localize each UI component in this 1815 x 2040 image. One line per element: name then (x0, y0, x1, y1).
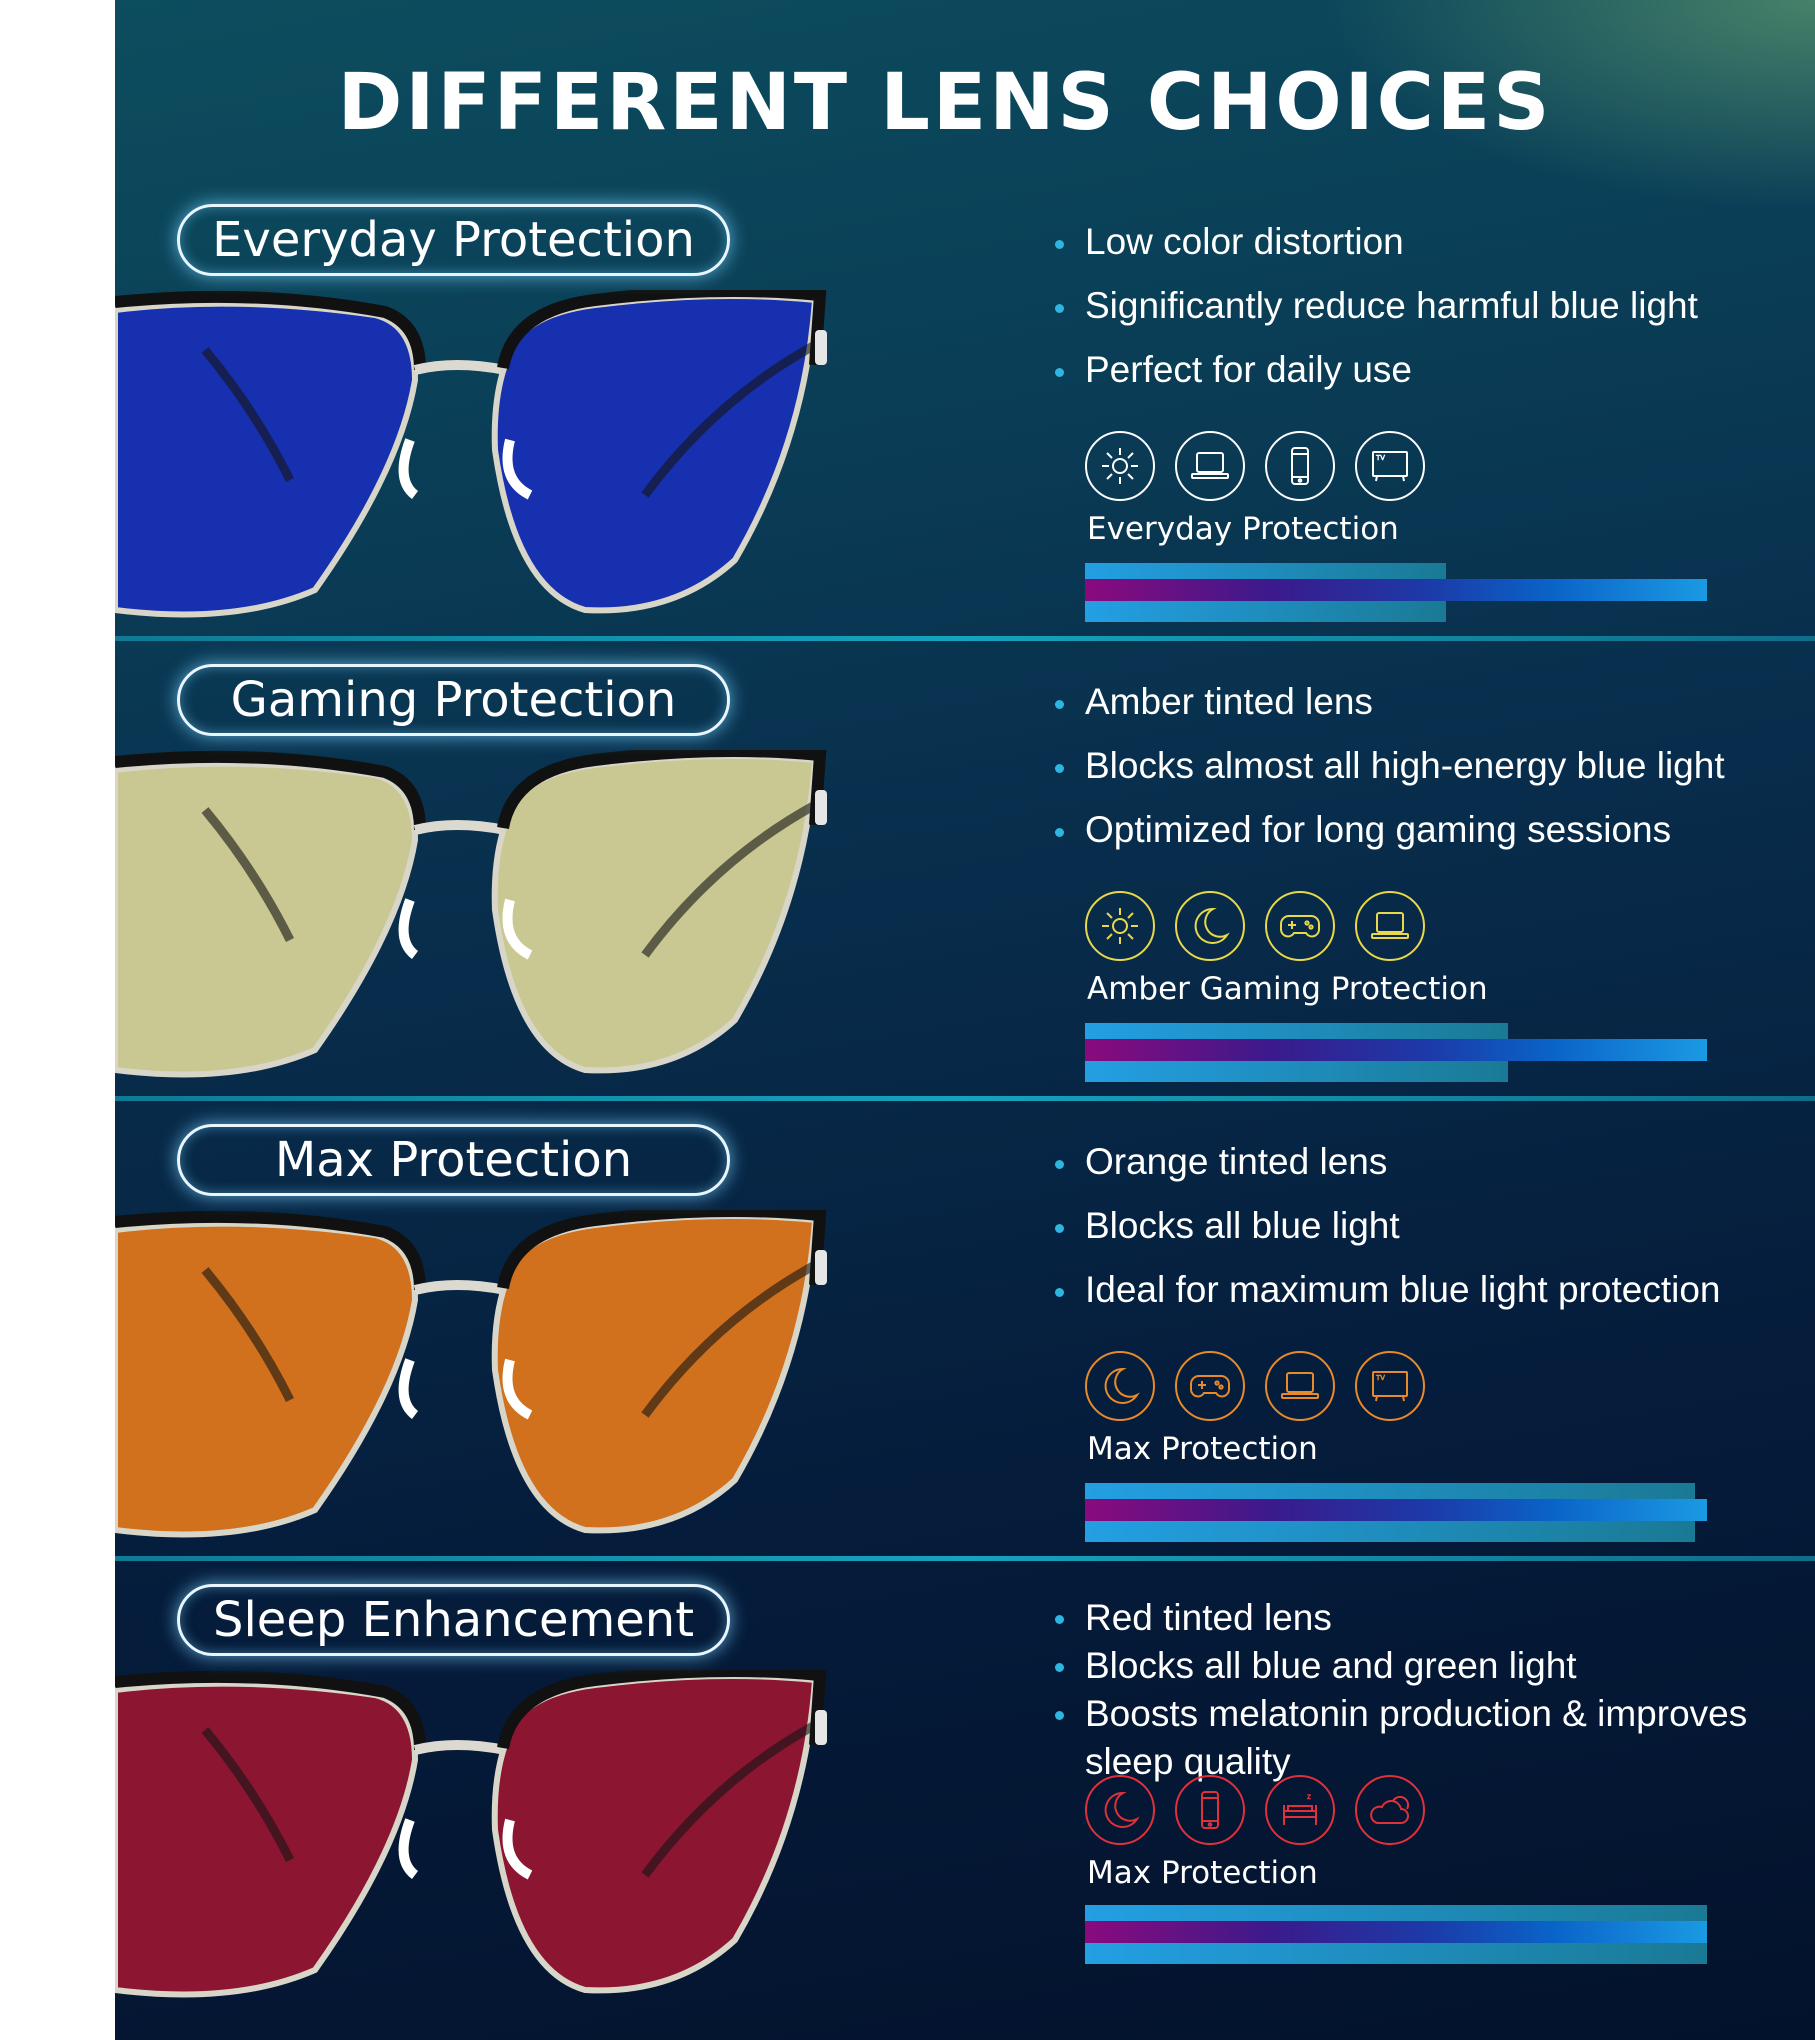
section-divider (115, 636, 1815, 641)
protection-label: Amber Gaming Protection (1087, 971, 1488, 1007)
gamepad-icon (1265, 891, 1335, 961)
feature-bullet: Perfect for daily use (1055, 348, 1698, 412)
protection-label: Everyday Protection (1087, 511, 1399, 547)
usage-icons: TV (1085, 1351, 1425, 1421)
laptop-icon (1175, 431, 1245, 501)
usage-icons (1085, 891, 1425, 961)
cloud-icon (1355, 1775, 1425, 1845)
phone-icon (1175, 1775, 1245, 1845)
sun-icon (1085, 891, 1155, 961)
usage-icons: TV (1085, 431, 1425, 501)
laptop-icon (1355, 891, 1425, 961)
lens-type-badge: Gaming Protection (177, 664, 730, 736)
protection-level-bar (1085, 1023, 1707, 1082)
feature-bullet: Red tinted lens (1055, 1595, 1747, 1643)
infographic: DIFFERENT LENS CHOICES Everyday Protecti… (115, 0, 1815, 2040)
moon-icon (1175, 891, 1245, 961)
moon-icon (1085, 1775, 1155, 1845)
protection-gradient-bar (1085, 579, 1707, 601)
feature-bullet: Significantly reduce harmful blue light (1055, 284, 1698, 348)
protection-level-bar (1085, 1483, 1707, 1542)
lens-section: Max Protection Orange tinted lens Blocks … (115, 1115, 1815, 1575)
feature-bullet: Blocks almost all high-energy blue light (1055, 744, 1725, 808)
protection-label: Max Protection (1087, 1431, 1318, 1467)
protection-level-bar (1085, 563, 1707, 622)
glasses-image (115, 1210, 827, 1538)
section-divider (115, 1096, 1815, 1101)
usage-icons: z (1085, 1775, 1425, 1845)
feature-bullet: Blocks all blue and green light (1055, 1643, 1747, 1691)
glasses-image (115, 750, 827, 1078)
feature-list: Low color distortion Significantly reduce… (1055, 220, 1698, 412)
lens-section: Sleep Enhancement Red tinted lens Blocks … (115, 1575, 1815, 2035)
tv-icon: TV (1355, 1351, 1425, 1421)
feature-bullet: Blocks all blue light (1055, 1204, 1720, 1268)
feature-bullet: Ideal for maximum blue light protection (1055, 1268, 1720, 1332)
lens-type-badge: Everyday Protection (177, 204, 730, 276)
tv-icon: TV (1355, 431, 1425, 501)
bed-icon: z (1265, 1775, 1335, 1845)
feature-bullet: Optimized for long gaming sessions (1055, 808, 1725, 872)
protection-level-bar (1085, 1905, 1707, 1964)
svg-text:TV: TV (1376, 1375, 1385, 1382)
moon-icon (1085, 1351, 1155, 1421)
lens-type-badge: Sleep Enhancement (177, 1584, 730, 1656)
protection-gradient-bar (1085, 1039, 1707, 1061)
lens-section: Everyday Protection Low color distortion… (115, 195, 1815, 655)
phone-icon (1265, 431, 1335, 501)
feature-bullet: Amber tinted lens (1055, 680, 1725, 744)
lens-type-badge: Max Protection (177, 1124, 730, 1196)
feature-list: Red tinted lens Blocks all blue and green… (1055, 1595, 1747, 1787)
feature-list: Amber tinted lens Blocks almost all high-… (1055, 680, 1725, 872)
feature-list: Orange tinted lens Blocks all blue light I… (1055, 1140, 1720, 1332)
sun-icon (1085, 431, 1155, 501)
glasses-image (115, 290, 827, 618)
protection-gradient-bar (1085, 1921, 1707, 1943)
gamepad-icon (1175, 1351, 1245, 1421)
svg-text:TV: TV (1376, 455, 1385, 462)
feature-bullet: Boosts melatonin production & improves (1055, 1691, 1747, 1739)
feature-bullet: Orange tinted lens (1055, 1140, 1720, 1204)
feature-bullet: Low color distortion (1055, 220, 1698, 284)
lens-section: Gaming Protection Amber tinted lens Block… (115, 655, 1815, 1115)
section-divider (115, 1556, 1815, 1561)
page-title: DIFFERENT LENS CHOICES (337, 58, 1553, 148)
glasses-image (115, 1670, 827, 1998)
protection-label: Max Protection (1087, 1855, 1318, 1891)
laptop-icon (1265, 1351, 1335, 1421)
protection-gradient-bar (1085, 1499, 1707, 1521)
svg-text:z: z (1307, 1792, 1311, 1801)
